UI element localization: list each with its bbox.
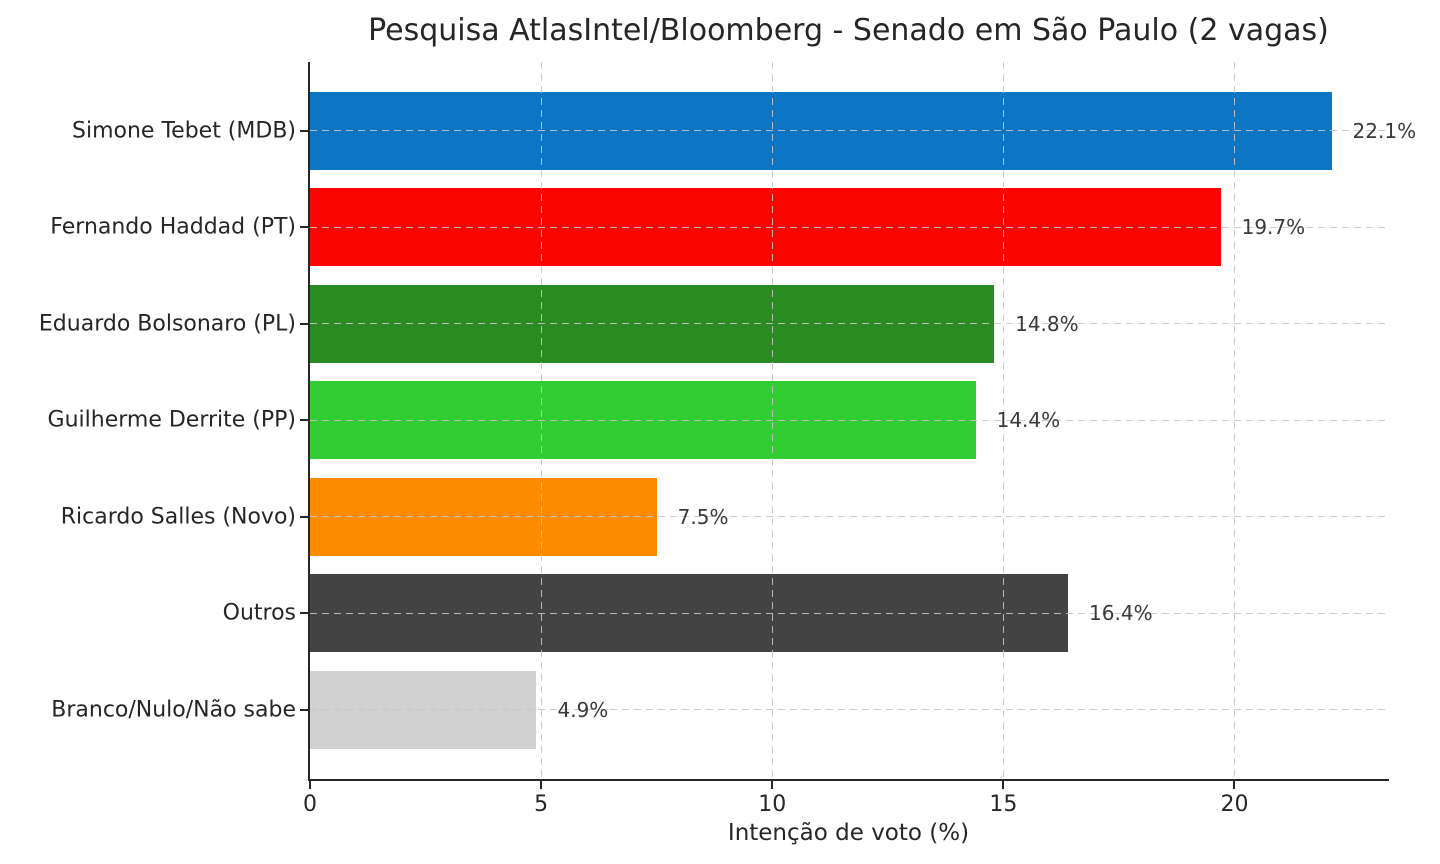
y-tick-mark [300, 129, 308, 132]
vertical-gridline [1002, 62, 1004, 779]
y-tick-mark [300, 612, 308, 614]
y-tick-mark [300, 708, 308, 711]
horizontal-gridline [310, 516, 1387, 517]
vertical-gridline [771, 62, 773, 779]
bar-value-label: 4.9% [557, 697, 609, 722]
plot-area: 0 5 10 15 20 22.1% Simone Tebet (MDB) 19.7% Fern… [39, 62, 1416, 817]
y-tick-label: Outros [222, 600, 296, 626]
y-tick-mark [300, 226, 308, 228]
horizontal-gridline [310, 709, 1387, 710]
horizontal-gridline [310, 226, 1387, 228]
y-tick-label: Fernando Haddad (PT) [50, 214, 296, 240]
vertical-gridline [540, 62, 542, 779]
bar-value-label: 16.4% [1089, 601, 1153, 625]
y-tick-label: Simone Tebet (MDB) [72, 118, 296, 143]
x-axis-label: Intenção de voto (%) [727, 820, 970, 846]
x-tick-label: 0 [303, 792, 317, 817]
x-tick-label: 20 [1220, 792, 1249, 817]
bar-value-label: 19.7% [1241, 215, 1306, 239]
chart-title: Pesquisa AtlasIntel/Bloomberg - Senado e… [368, 13, 1329, 48]
x-tick-mark [309, 781, 311, 789]
y-axis-spine [308, 62, 310, 781]
y-tick-mark [300, 419, 308, 421]
y-tick-label: Guilherme Derrite (PP) [47, 407, 296, 433]
x-tick-label: 15 [989, 792, 1018, 817]
bar-value-label: 14.4% [996, 408, 1061, 432]
x-axis-spine [308, 779, 1389, 781]
x-tick-mark [1002, 781, 1005, 789]
bar-value-label: 22.1% [1352, 118, 1417, 143]
x-tick-mark [540, 781, 543, 789]
y-tick-label: Branco/Nulo/Não sabe [51, 697, 296, 722]
x-tick-mark [771, 781, 774, 789]
x-tick-label: 10 [758, 792, 787, 817]
horizontal-gridline [310, 419, 1387, 421]
horizontal-gridline [310, 130, 1387, 131]
y-tick-label: Eduardo Bolsonaro (PL) [38, 311, 296, 336]
horizontal-gridline [310, 323, 1387, 324]
x-tick-label: 5 [534, 792, 549, 817]
horizontal-gridline [310, 612, 1387, 614]
bar-value-label: 14.8% [1015, 311, 1079, 336]
y-tick-mark [300, 515, 308, 518]
vertical-gridline [1233, 62, 1235, 779]
y-tick-mark [300, 322, 308, 325]
y-tick-label: Ricardo Salles (Novo) [60, 504, 296, 529]
bar-value-label: 7.5% [677, 504, 729, 529]
x-tick-mark [1233, 781, 1236, 789]
